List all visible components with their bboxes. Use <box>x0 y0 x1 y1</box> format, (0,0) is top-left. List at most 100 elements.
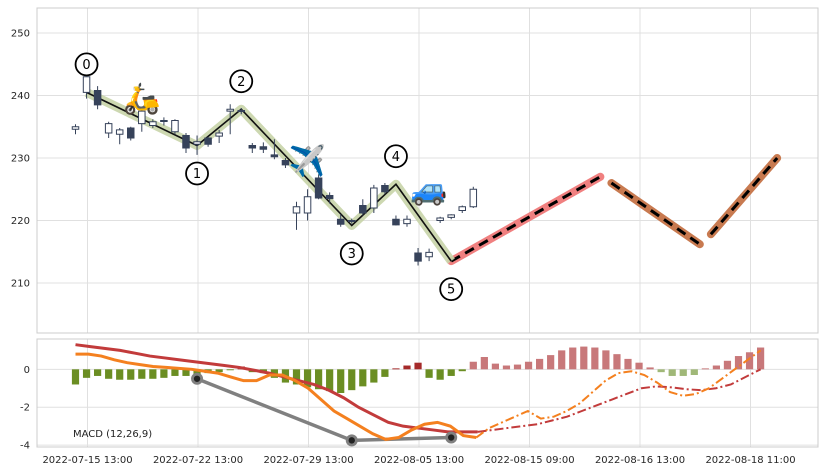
histogram-bar <box>547 355 555 370</box>
candle-body <box>348 220 356 222</box>
macd-tick-label: -4 <box>20 441 30 452</box>
wave-label-text: 2 <box>237 75 245 90</box>
histogram-bar <box>701 368 709 370</box>
macd-panel-frame <box>36 338 819 448</box>
candle-body <box>226 108 234 112</box>
histogram-bar <box>381 369 389 377</box>
candle-body <box>71 126 80 130</box>
wave-label-circle <box>185 161 209 186</box>
histogram-bar <box>679 369 687 376</box>
histogram-bar <box>569 347 577 370</box>
histogram-bar <box>182 369 190 376</box>
candle-body <box>469 188 478 208</box>
x-tick-label: 2022-07-29 13:00 <box>263 455 353 466</box>
candle-body <box>370 187 378 209</box>
candle-body <box>149 121 157 126</box>
candle-body <box>270 154 279 158</box>
wave-labels: 0 1 2 3 4 5 <box>74 52 464 302</box>
candle-body <box>292 206 301 214</box>
zigzag-line <box>86 91 452 262</box>
candle-body <box>82 76 91 93</box>
candle-body <box>248 145 257 149</box>
candle-body <box>303 196 312 214</box>
wave-label-circle <box>384 144 408 169</box>
candle-body <box>436 217 444 221</box>
histogram-bar <box>723 360 732 370</box>
histogram-bar <box>646 367 654 370</box>
candle-body <box>182 135 190 149</box>
histogram-bar <box>292 369 301 385</box>
histogram-bar <box>524 361 533 370</box>
histogram-bar <box>337 369 345 393</box>
candle-body <box>458 206 466 211</box>
candle-body <box>115 129 124 135</box>
candle-body <box>325 195 334 200</box>
grid-lines <box>37 8 818 447</box>
x-tick-label: 2022-08-05 13:00 <box>374 455 464 466</box>
candle-body <box>171 120 179 133</box>
macd-title: MACD (12,26,9) <box>73 429 152 440</box>
candle-body <box>237 110 245 112</box>
histogram-bar <box>303 369 312 388</box>
histogram-bar <box>138 369 146 379</box>
histogram-bar <box>425 369 433 378</box>
wave-label-text: 4 <box>392 150 400 165</box>
histogram-bar <box>734 356 743 370</box>
histogram-bar <box>171 369 179 376</box>
histogram-bar <box>591 347 599 370</box>
histogram-bar <box>657 369 665 373</box>
price-tick-label: 220 <box>11 216 30 227</box>
histogram-bar <box>757 347 765 370</box>
macd-histogram <box>71 346 765 393</box>
histogram-bar <box>580 346 588 370</box>
histogram-bar <box>624 358 632 370</box>
histogram-bar <box>215 369 223 373</box>
histogram-bar <box>193 369 201 375</box>
histogram-bar <box>436 369 444 380</box>
divergence-point-inner <box>448 434 455 441</box>
projection-dash <box>450 175 602 263</box>
histogram-bar <box>602 350 610 370</box>
wave-label-text: 3 <box>348 247 356 262</box>
histogram-bar <box>370 369 378 383</box>
histogram-bar <box>71 369 80 385</box>
histogram-bar <box>745 352 754 370</box>
histogram-bar <box>116 369 124 380</box>
macd-tick-label: -2 <box>20 403 30 414</box>
candle-body <box>93 90 102 106</box>
candle-body <box>138 110 146 125</box>
candle-body <box>259 146 268 150</box>
candlesticks <box>71 76 478 266</box>
axis-ticks: 2022-07-15 13:00 2022-07-22 13:00 2022-07-… <box>11 29 796 467</box>
histogram-bar <box>635 362 643 370</box>
candle-body <box>414 252 422 262</box>
histogram-bar <box>558 350 566 370</box>
candle-body <box>425 251 433 258</box>
projection-lines <box>447 154 782 266</box>
candle-body <box>104 123 113 134</box>
histogram-bar <box>480 357 488 370</box>
candle-body <box>127 127 135 139</box>
emoji-marker: ✈️ <box>289 142 326 179</box>
emoji-marker: 🚙 <box>410 172 447 207</box>
signal-line-projection <box>477 368 762 433</box>
divergence-point-inner <box>348 437 355 444</box>
price-tick-label: 210 <box>11 279 30 290</box>
price-tick-label: 230 <box>11 154 30 165</box>
histogram-bar <box>359 369 367 387</box>
histogram-bar <box>403 365 411 370</box>
emoji-marker: 🛵 <box>123 82 160 117</box>
histogram-bar <box>160 369 168 378</box>
candle-body <box>281 160 290 166</box>
wave-label-text: 5 <box>447 283 455 298</box>
wave-label-circle <box>74 52 99 77</box>
candle-body <box>381 185 389 193</box>
macd-line <box>75 352 477 441</box>
histogram-bar <box>469 361 477 370</box>
histogram-bar <box>326 369 334 392</box>
divergence-point-inner <box>193 375 201 382</box>
histogram-bar <box>149 369 157 379</box>
histogram-bar <box>226 369 234 371</box>
histogram-bar <box>82 369 91 378</box>
